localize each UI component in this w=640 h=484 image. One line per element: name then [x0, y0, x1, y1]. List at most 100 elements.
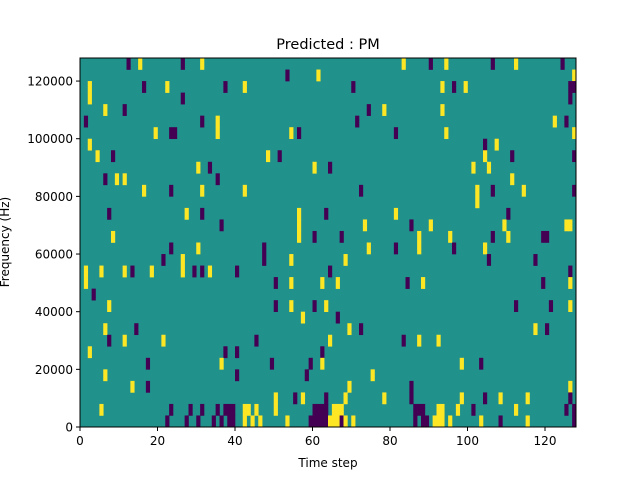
heatmap-cell [552, 115, 557, 128]
heatmap-cell [413, 415, 418, 428]
heatmap-cell [328, 415, 333, 428]
heatmap-cell [200, 115, 205, 128]
heatmap-cell [502, 219, 507, 232]
x-axis: 0 20 40 60 80 100 120 [76, 427, 556, 448]
heatmap-cell [211, 415, 216, 428]
heatmap-cell [417, 242, 422, 255]
heatmap-cell [494, 138, 499, 151]
heatmap-cell [568, 92, 573, 105]
heatmap-cell [227, 415, 232, 428]
heatmap-cell [393, 127, 399, 140]
heatmap-cell [421, 277, 426, 289]
heatmap-cell [324, 392, 329, 405]
heatmap-cell [401, 334, 406, 347]
heatmap-cell [231, 403, 236, 416]
heatmap-cell [289, 127, 294, 140]
heatmap-cell [312, 300, 317, 312]
heatmap-cell [393, 242, 399, 255]
heatmap-cell [107, 334, 112, 347]
y-axis-label: Frequency (Hz) [0, 197, 12, 288]
heatmap-cell [568, 380, 573, 393]
heatmap-cell [165, 81, 170, 93]
heatmap-cell [103, 173, 108, 186]
heatmap-cell [510, 150, 515, 163]
plot-frame [79, 57, 577, 428]
heatmap-cell [541, 230, 546, 243]
heatmap-cell [401, 58, 406, 70]
heatmap-cell [87, 138, 92, 151]
heatmap-cell [514, 58, 519, 70]
y-tick-label: 0 [65, 421, 73, 435]
heatmap-cell [436, 403, 441, 416]
heatmap-cell [560, 58, 565, 70]
heatmap-cell [316, 415, 321, 428]
heatmap-cell [161, 254, 166, 266]
heatmap-cell [568, 392, 573, 405]
heatmap-cell [227, 403, 232, 416]
heatmap-cell [417, 230, 422, 243]
heatmap-cell [145, 380, 151, 393]
heatmap-cell [475, 196, 480, 209]
heatmap-cell [312, 415, 317, 428]
heatmap-cell [405, 277, 410, 289]
heatmap-cell [351, 415, 356, 428]
heatmap-cell [459, 392, 464, 405]
heatmap-cell [169, 184, 174, 197]
heatmap-cell [300, 392, 306, 405]
chart-title: Predicted : PM [276, 37, 379, 53]
heatmap-cell [122, 334, 127, 347]
heatmap-cell [316, 69, 321, 82]
heatmap-cell [293, 392, 298, 405]
heatmap-cell [564, 115, 569, 128]
heatmap-cell [173, 127, 178, 140]
heatmap-cell [440, 403, 445, 416]
heatmap-cell [308, 357, 313, 370]
heatmap-cell [533, 323, 538, 336]
heatmap-cell [215, 403, 220, 416]
heatmap-cell [219, 415, 224, 428]
heatmap-cell [215, 115, 220, 128]
heatmap-cell [169, 127, 174, 140]
heatmap-cell [103, 369, 108, 382]
heatmap-cell [483, 150, 488, 163]
heatmap-cell [483, 242, 488, 255]
heatmap-cell [223, 81, 228, 93]
heatmap-cell [285, 415, 290, 428]
heatmap-cell [428, 219, 433, 232]
heatmap-cell [320, 346, 325, 359]
y-tick-label: 80000 [35, 190, 73, 204]
x-tick-label: 20 [150, 434, 165, 448]
heatmap-cell [114, 173, 120, 186]
heatmap-cell [103, 104, 108, 116]
heatmap-cell [498, 392, 503, 405]
heatmap-cell [219, 357, 224, 370]
heatmap-cell [169, 403, 174, 416]
x-tick-label: 40 [227, 434, 242, 448]
heatmap-cell [107, 207, 112, 220]
heatmap-cell [99, 403, 104, 416]
heatmap-cell [111, 150, 116, 163]
heatmap-cell [525, 392, 530, 405]
heatmap-cell [250, 415, 255, 428]
heatmap-cell [153, 127, 158, 140]
x-tick-label: 80 [382, 434, 397, 448]
heatmap-cell [444, 127, 449, 140]
heatmap-cell [320, 277, 325, 289]
x-tick-label: 0 [76, 434, 84, 448]
heatmap-cell [273, 300, 278, 312]
heatmap-cell [324, 207, 329, 220]
heatmap-cell [490, 184, 495, 197]
heatmap-cell [142, 184, 147, 197]
heatmap-cell [297, 207, 302, 220]
heatmap-cell [145, 357, 151, 370]
heatmap-cell [262, 242, 267, 255]
heatmap-cell [545, 230, 550, 243]
heatmap-cell [510, 173, 515, 186]
heatmap-cell [192, 265, 197, 278]
heatmap-cell [130, 380, 135, 393]
heatmap-cell [475, 184, 480, 197]
heatmap-cell [444, 58, 449, 70]
heatmap-cell [366, 242, 371, 255]
heatmap-cell [200, 184, 205, 197]
heatmap-cell [343, 415, 348, 428]
